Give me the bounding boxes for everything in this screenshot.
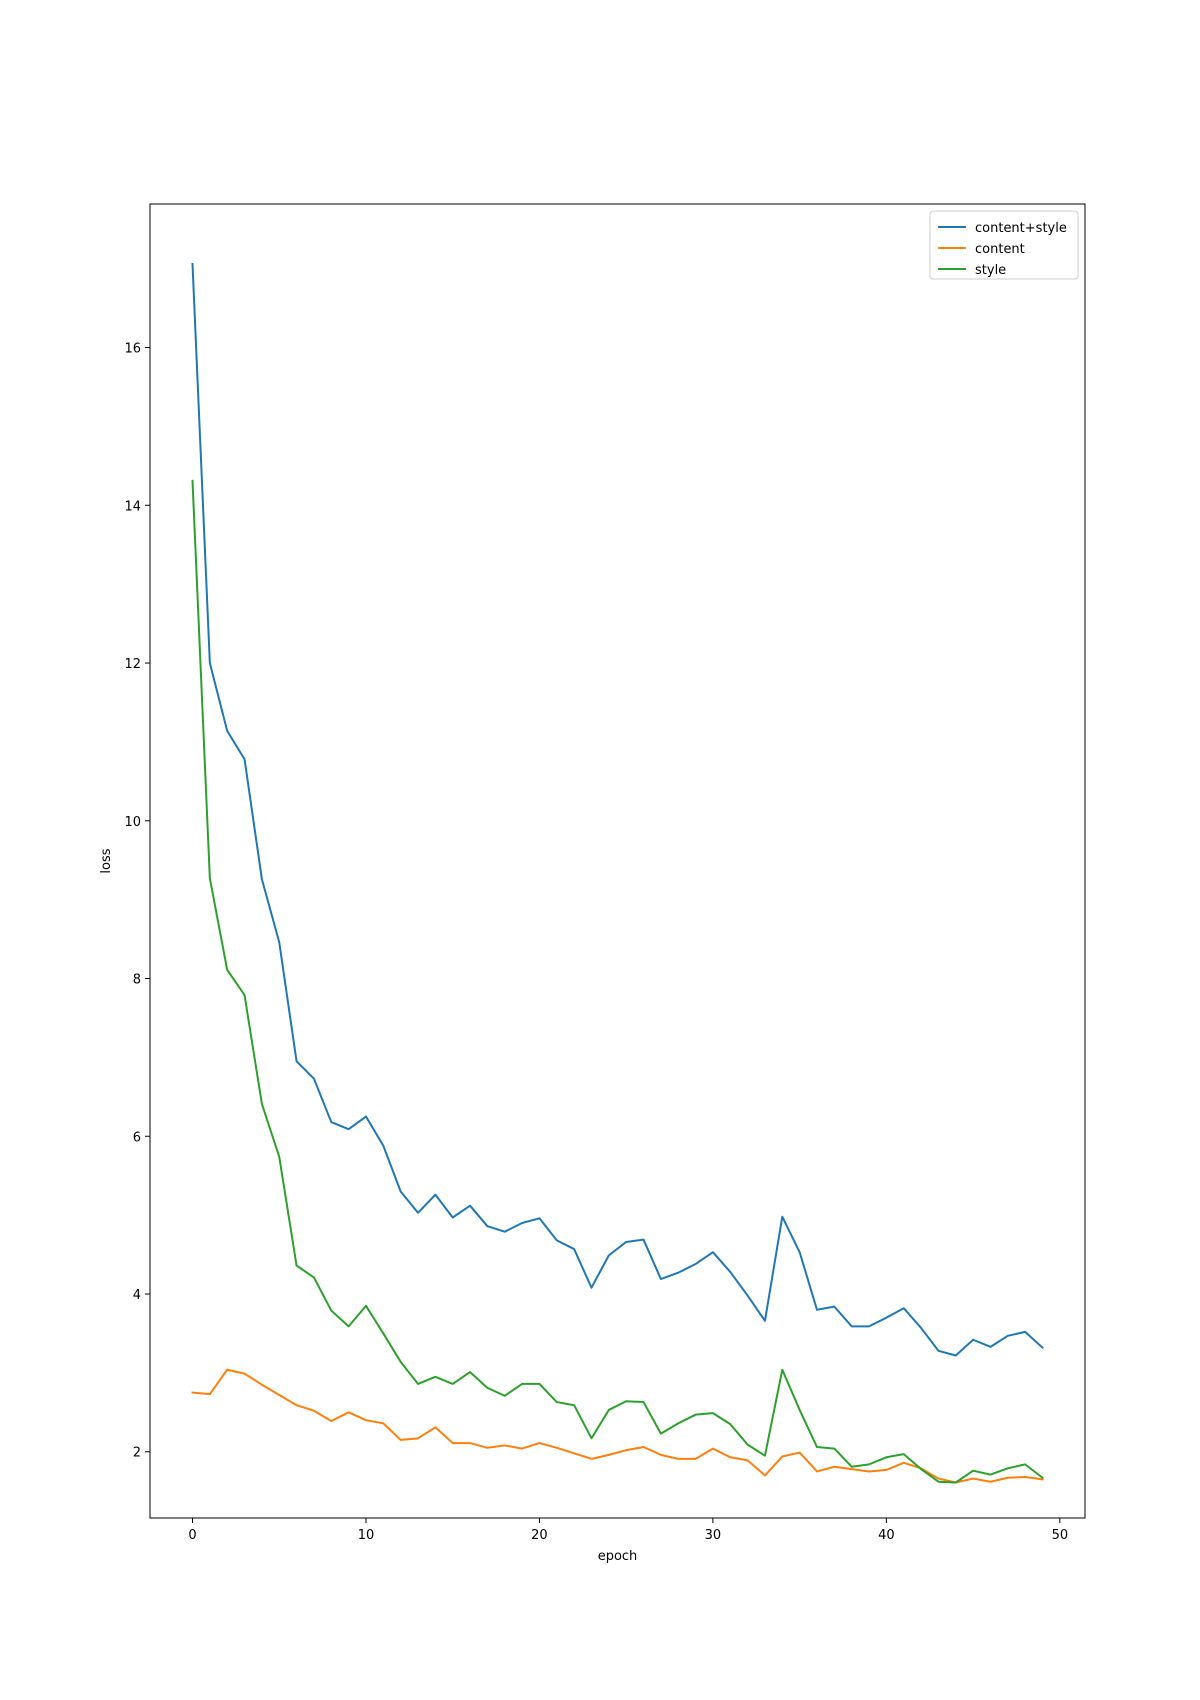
- plot-area: [191, 262, 1044, 1484]
- series-line-style: [191, 479, 1044, 1484]
- legend-label: content: [975, 242, 1025, 257]
- x-tick-label: 40: [878, 1528, 895, 1543]
- y-tick-label: 12: [124, 657, 141, 672]
- y-tick-label: 2: [133, 1446, 141, 1461]
- x-tick-label: 10: [358, 1528, 375, 1543]
- legend: content+style content style: [929, 210, 1079, 280]
- x-tick-label: 20: [531, 1528, 548, 1543]
- x-tick-label: 50: [1052, 1528, 1069, 1543]
- series-line-content-style: [191, 262, 1044, 1357]
- series-line-content: [191, 1368, 1044, 1484]
- x-tick-label: 0: [188, 1528, 196, 1543]
- y-tick-label: 4: [133, 1288, 141, 1303]
- y-tick-label: 10: [124, 815, 141, 830]
- plot-frame: [149, 203, 1086, 1519]
- y-tick-label: 14: [124, 499, 141, 514]
- y-axis-label: loss: [99, 848, 114, 873]
- x-axis-label: epoch: [598, 1549, 638, 1564]
- legend-label: content+style: [975, 221, 1067, 236]
- legend-label: style: [975, 263, 1006, 278]
- x-tick-label: 30: [705, 1528, 722, 1543]
- y-tick-label: 6: [133, 1130, 141, 1145]
- y-tick-label: 16: [124, 342, 141, 357]
- legend-box: [929, 210, 1079, 280]
- axes: 0 10 20 30 40 50 2 4 6 8 10 12 14 16 epoch loss: [99, 203, 1086, 1564]
- y-tick-label: 8: [133, 973, 141, 988]
